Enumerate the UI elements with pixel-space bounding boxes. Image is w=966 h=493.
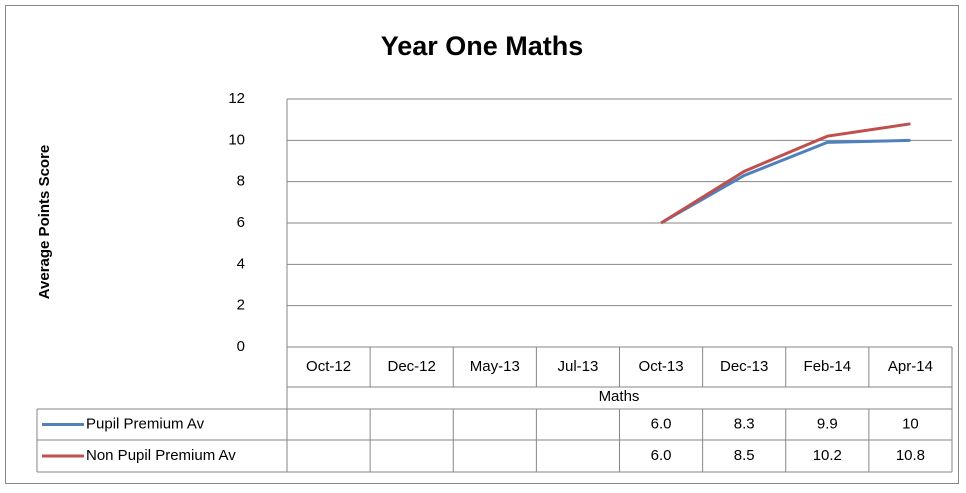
x-tick-label: Feb-14 (804, 358, 852, 375)
y-tick-label: 8 (237, 173, 245, 190)
legend-label: Pupil Premium Av (86, 415, 205, 432)
x-tick-label: Oct-13 (639, 358, 684, 375)
table-value: 6.0 (651, 447, 672, 464)
series-line (660, 138, 911, 225)
x-tick-label: May-13 (470, 358, 520, 375)
legend-label: Non Pupil Premium Av (86, 447, 236, 464)
table-value: 6.0 (651, 415, 672, 432)
x-tick-label: Dec-13 (720, 358, 768, 375)
table-value: 10 (902, 415, 919, 432)
y-axis-title: Average Points Score (36, 145, 53, 300)
y-tick-label: 0 (237, 338, 245, 355)
y-tick-label: 10 (228, 131, 245, 148)
table-value: 10.8 (896, 447, 925, 464)
x-tick-label: Jul-13 (558, 358, 599, 375)
table-value: 8.5 (734, 447, 755, 464)
table-value: 8.3 (734, 415, 755, 432)
y-tick-label: 2 (237, 297, 245, 314)
table-value: 10.2 (813, 447, 842, 464)
y-tick-label: 6 (237, 214, 245, 231)
table-value: 9.9 (817, 415, 838, 432)
x-axis-title: Maths (599, 388, 640, 405)
x-tick-label: Dec-12 (388, 358, 436, 375)
x-tick-label: Apr-14 (888, 358, 933, 375)
y-tick-label: 4 (237, 255, 245, 272)
chart-title: Year One Maths (381, 31, 584, 61)
y-tick-label: 12 (228, 90, 245, 107)
chart-border (5, 5, 959, 484)
series-line (660, 122, 911, 225)
x-tick-label: Oct-12 (306, 358, 351, 375)
